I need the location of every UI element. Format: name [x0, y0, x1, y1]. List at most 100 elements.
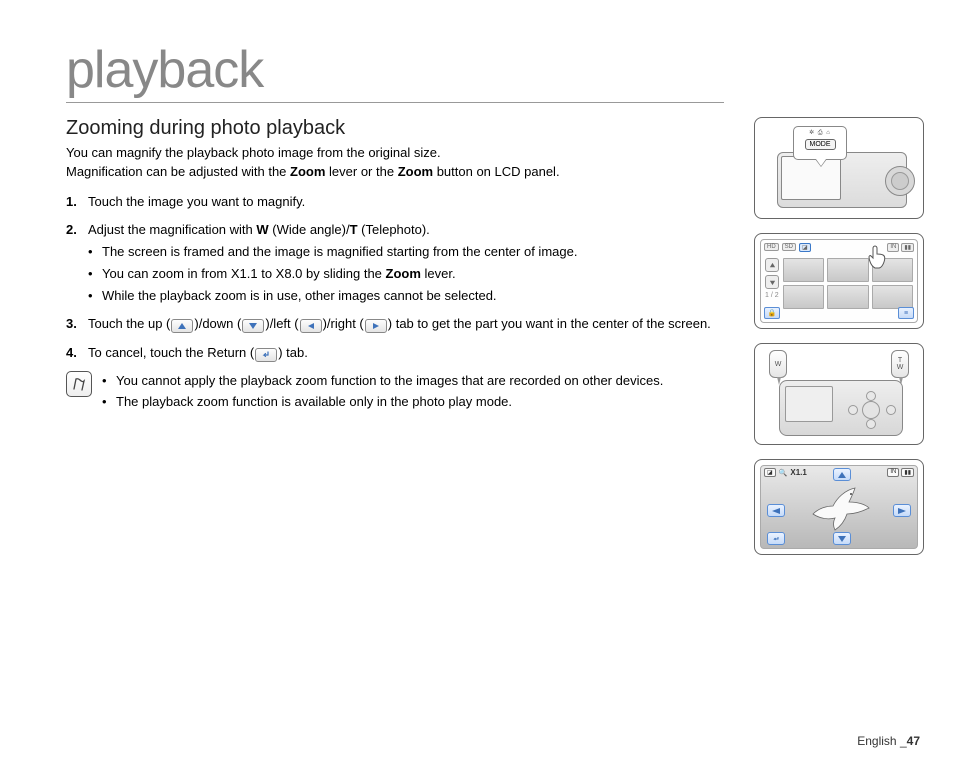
topbar-right-icons: IN ▮▮ [887, 243, 914, 252]
illustration-column: ✲ ⎙ ⌂ MODE HD SD ◪ IN ▮▮ [754, 117, 924, 555]
callout-indicator-icons: ✲ ⎙ ⌂ [809, 129, 831, 137]
illus-mode-camera: ✲ ⎙ ⌂ MODE [754, 117, 924, 219]
step2-b: (Telephoto). [358, 222, 430, 237]
step2-sub2: You can zoom in from X1.1 to X8.0 by sli… [88, 264, 732, 284]
footer-page-number: 47 [907, 734, 920, 748]
scroll-down-icon [765, 275, 779, 289]
camera2-lcd-icon [785, 386, 833, 422]
thumbnail [827, 285, 868, 309]
camera2-controls-icon [848, 391, 896, 429]
intro-line2c: button on LCD panel. [433, 164, 559, 179]
zoom-word-1: Zoom [290, 164, 325, 179]
note-2: The playback zoom function is available … [102, 392, 663, 412]
photo-mode-icon: ◪ [764, 468, 776, 477]
up-tab-icon [171, 319, 193, 333]
zoom-level-label: X1.1 [790, 468, 806, 477]
page-indicator: 1 / 2 [765, 292, 779, 299]
scroll-arrows [765, 258, 779, 289]
lever-w-label2: W [897, 364, 904, 371]
nav-down-icon [833, 532, 851, 545]
lock-icon: 🔒 [764, 307, 780, 319]
step2-sub2a: You can zoom in from X1.1 to X8.0 by sli… [102, 266, 386, 281]
nav-right-icon [893, 504, 911, 517]
step2-sub3: While the playback zoom is in use, other… [88, 286, 732, 306]
photo-chip: ◪ [799, 243, 811, 252]
step1-text: Touch the image you want to magnify. [88, 194, 305, 209]
in-chip: IN [887, 243, 899, 252]
illus-thumbnail-screen: HD SD ◪ IN ▮▮ 1 / 2 [754, 233, 924, 329]
camera2-body-icon [779, 380, 903, 436]
footer-lang: English [857, 734, 900, 748]
sd-chip: SD [782, 243, 796, 251]
thumbnail [783, 258, 824, 282]
return-tab-icon [255, 348, 277, 362]
zoom-lever-t-icon: TW [891, 350, 909, 378]
step3-d: )/right ( [323, 316, 364, 331]
zoom-word-2: Zoom [398, 164, 433, 179]
step3-e: ) tab to get the part you want in the ce… [388, 316, 711, 331]
bird-image-icon [805, 480, 877, 536]
nav-up-icon [833, 468, 851, 481]
hd-chip: HD [764, 243, 779, 251]
battery-icon: ▮▮ [901, 243, 914, 252]
steps-list: Touch the image you want to magnify. Adj… [66, 192, 732, 363]
text-column: Zooming during photo playback You can ma… [66, 117, 732, 555]
zoom-topbar-right: IN ▮▮ [887, 468, 914, 477]
step2-a: Adjust the magnification with [88, 222, 256, 237]
step4-a: To cancel, touch the Return ( [88, 345, 254, 360]
illus-zoomed-photo: ◪ 🔍 X1.1 IN ▮▮ [754, 459, 924, 555]
step2-w: W [256, 222, 268, 237]
mode-button-label: MODE [805, 139, 836, 150]
section-heading: Zooming during photo playback [66, 117, 732, 140]
battery-icon-2: ▮▮ [901, 468, 914, 477]
step3-b: )/down ( [194, 316, 241, 331]
thumbnail [827, 258, 868, 282]
note-1: You cannot apply the playback zoom funct… [102, 371, 663, 391]
step3-c: )/left ( [265, 316, 298, 331]
step-1: Touch the image you want to magnify. [66, 192, 732, 212]
thumbnail-grid [783, 258, 913, 309]
note-list: You cannot apply the playback zoom funct… [102, 371, 663, 414]
thumbnail [783, 285, 824, 309]
right-tab-icon [365, 319, 387, 333]
step-2: Adjust the magnification with W (Wide an… [66, 220, 732, 307]
step-4: To cancel, touch the Return ( ) tab. [66, 343, 732, 363]
finger-pointer-icon [865, 242, 889, 270]
note-icon [66, 371, 92, 397]
thumbnail [872, 285, 913, 309]
magnifier-icon: 🔍 [779, 469, 788, 477]
camera-lcd-icon [781, 156, 841, 200]
nav-left-icon [767, 504, 785, 517]
step2-sublist: The screen is framed and the image is ma… [88, 242, 732, 306]
nav-return-icon [767, 532, 785, 545]
page-title: playback [66, 40, 724, 103]
screen-inner: HD SD ◪ IN ▮▮ 1 / 2 [760, 239, 918, 323]
camera-lens-icon [885, 166, 915, 196]
step-3: Touch the up ( )/down ( )/left ( )/right ()… [66, 314, 732, 334]
mode-callout: ✲ ⎙ ⌂ MODE [793, 126, 847, 160]
down-tab-icon [242, 319, 264, 333]
manual-page: playback Zooming during photo playback Y… [0, 0, 954, 766]
intro-text: You can magnify the playback photo image… [66, 144, 732, 182]
left-tab-icon [300, 319, 322, 333]
step2-mid: (Wide angle)/ [269, 222, 350, 237]
lever-w-label: W [775, 361, 782, 368]
step2-sub2b: lever. [421, 266, 456, 281]
step2-t: T [350, 222, 358, 237]
zoom-lever-w-icon: W [769, 350, 787, 378]
content-row: Zooming during photo playback You can ma… [66, 117, 924, 555]
step3-a: Touch the up ( [88, 316, 170, 331]
screen-topbar: HD SD ◪ IN ▮▮ [761, 240, 917, 254]
menu-icon: ≡ [898, 307, 914, 319]
intro-line2a: Magnification can be adjusted with the [66, 164, 290, 179]
step4-b: ) tab. [278, 345, 308, 360]
illus-zoom-lever: W TW [754, 343, 924, 445]
zoomed-bg: ◪ 🔍 X1.1 IN ▮▮ [760, 465, 918, 549]
in-chip-2: IN [887, 468, 899, 477]
footer-sep: _ [900, 734, 907, 748]
page-footer: English _47 [857, 734, 920, 748]
intro-line1: You can magnify the playback photo image… [66, 145, 441, 160]
scroll-up-icon [765, 258, 779, 272]
intro-line2b: lever or the [325, 164, 397, 179]
lever-t-label: T [898, 357, 902, 364]
